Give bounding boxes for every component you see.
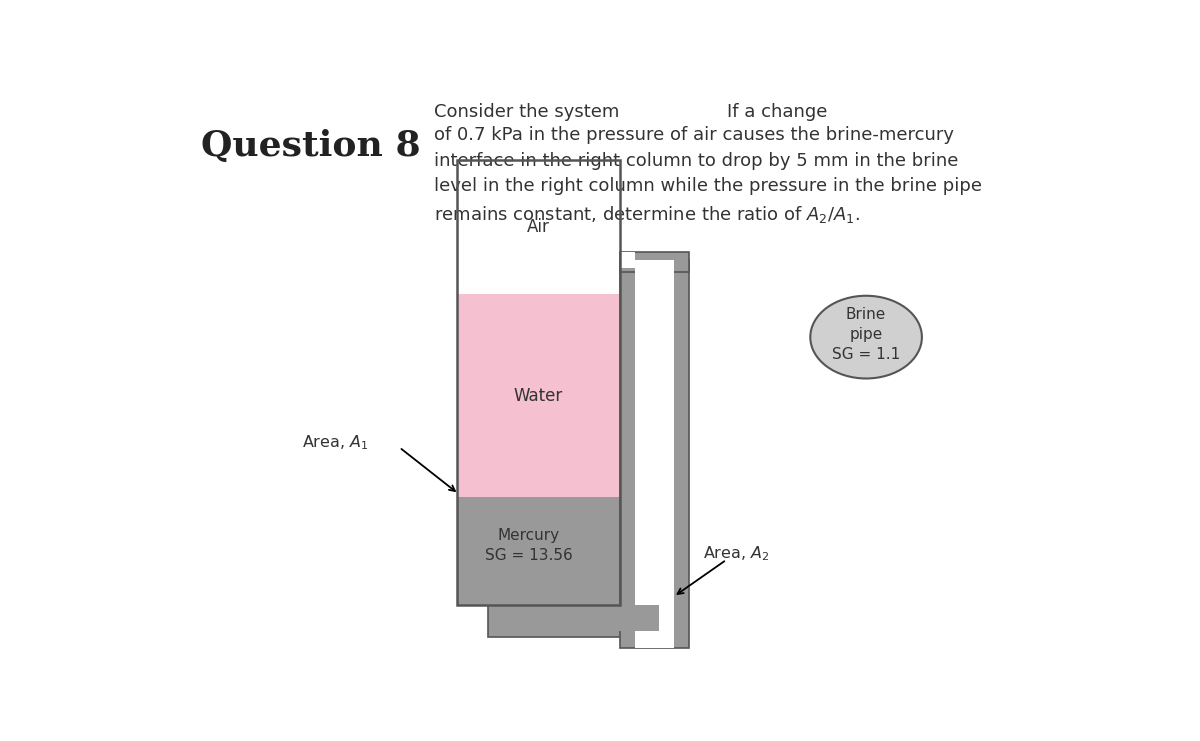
Text: Mercury
SG = 13.56: Mercury SG = 13.56 [485, 528, 572, 562]
Text: Water: Water [514, 387, 563, 405]
Text: If a change: If a change [727, 103, 827, 122]
Text: of 0.7 kPa in the pressure of air causes the brine-mercury
interface in the righ: of 0.7 kPa in the pressure of air causes… [433, 126, 982, 225]
Bar [457, 160, 619, 605]
Bar [457, 294, 619, 497]
Text: Air: Air [527, 219, 550, 236]
Bar [619, 260, 689, 648]
Text: Consider the system: Consider the system [433, 103, 619, 122]
Bar [636, 260, 673, 648]
Text: Area, $A_1$: Area, $A_1$ [302, 433, 368, 452]
Bar [488, 605, 668, 637]
Bar [619, 251, 689, 271]
Bar [457, 497, 619, 605]
Text: Question 8: Question 8 [202, 129, 421, 163]
Bar [498, 605, 659, 631]
Bar [619, 251, 636, 268]
Ellipse shape [810, 296, 922, 379]
Bar [457, 160, 619, 294]
Bar [498, 605, 659, 631]
Text: Area, $A_2$: Area, $A_2$ [703, 545, 769, 563]
Text: Brine
pipe
SG = 1.1: Brine pipe SG = 1.1 [832, 307, 900, 362]
